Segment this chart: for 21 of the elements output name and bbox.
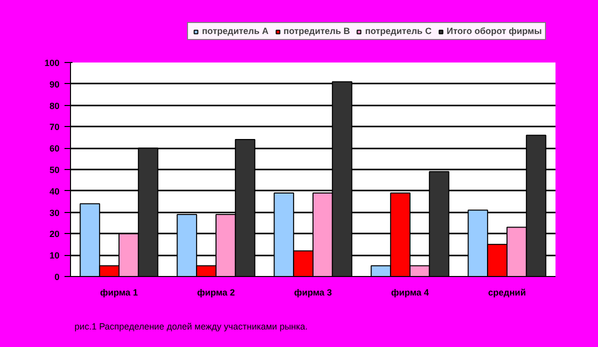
y-tick-label: 60 (49, 144, 60, 154)
y-tick-label: 50 (49, 165, 60, 175)
y-tick-label: 100 (44, 58, 60, 68)
y-tick-label: 0 (54, 272, 60, 282)
legend-label: потредитель А (202, 26, 269, 36)
legend-label: потредитель В (284, 26, 350, 36)
x-tick-label: фирма 3 (294, 288, 332, 298)
y-tick-label: 90 (49, 79, 60, 90)
legend-label: Итого оборот фирмы (446, 26, 542, 36)
x-tick-label: фирма 2 (197, 288, 235, 298)
y-tick-label: 80 (49, 100, 60, 111)
x-tick-label: фирма 4 (391, 288, 429, 298)
y-tick-label: 40 (49, 186, 60, 196)
y-tick-label: 20 (49, 229, 60, 240)
x-tick-label: средний (488, 288, 526, 298)
y-tick-label: 70 (49, 122, 60, 132)
x-tick-label: фирма 1 (100, 288, 138, 298)
y-tick-label: 30 (49, 208, 60, 218)
legend-label: потредитель С (365, 26, 432, 36)
y-tick-label: 10 (49, 250, 60, 261)
text: рис.1 Распределение долей между участниками рынка. (74, 322, 308, 332)
